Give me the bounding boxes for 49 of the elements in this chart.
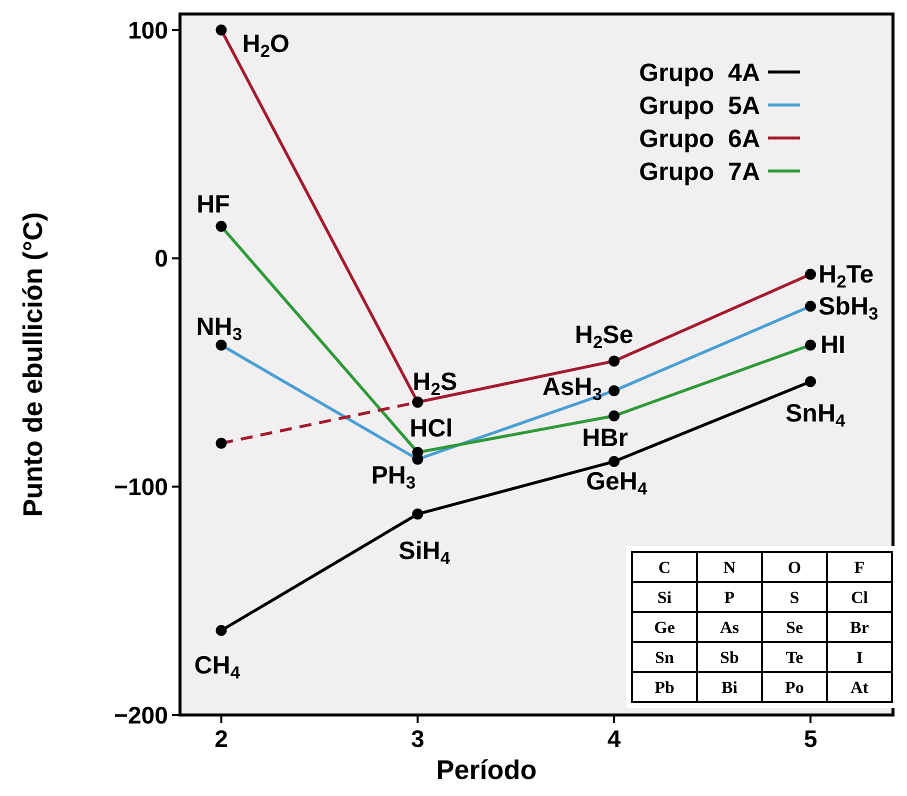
annotation: HCl [410, 414, 453, 442]
annotation: HI [820, 331, 846, 360]
annotation: P [724, 588, 735, 607]
x-tick-label: 3 [410, 726, 424, 753]
annotation: O [788, 558, 802, 577]
annotation: Si [657, 588, 672, 607]
annotation: Cl [851, 588, 868, 607]
annotation: Ge [654, 618, 676, 637]
annotation: H$_{2}$Te [818, 260, 874, 292]
annotation: H$_{2}$S [412, 368, 458, 400]
annotation: H$_{2}$Se [574, 321, 634, 352]
x-tick-label: 2 [214, 726, 228, 753]
annotation: At [850, 678, 869, 697]
x-tick-label: 4 [607, 726, 622, 753]
annotation: SnH$_{4}$ [786, 400, 846, 431]
annotation: Te [786, 648, 804, 667]
annotation: Sn [655, 648, 674, 667]
annotation: NH$_{3}$ [196, 313, 242, 344]
annotation: SiH$_{4}$ [398, 537, 450, 568]
annotation: Br [850, 618, 870, 637]
annotation: GeH$_{4}$ [586, 468, 648, 499]
annotation: N [723, 558, 736, 577]
annotation: HF [196, 190, 230, 218]
x-tick-label: 5 [804, 726, 818, 753]
legend-label: Grupo 6A [639, 124, 760, 153]
annotation: H$_{2}$O [242, 30, 290, 62]
legend-label: Grupo 5A [639, 92, 760, 120]
annotation: F [854, 558, 865, 577]
annotation: Sb [720, 648, 739, 667]
annotation: SbH$_{3}$ [818, 292, 879, 324]
annotation: Se [786, 618, 804, 637]
y-tick-label: −200 [114, 702, 168, 730]
annotation: HBr [582, 424, 628, 452]
annotation: C [658, 558, 671, 577]
annotation: Po [785, 678, 804, 697]
annotation: As [720, 618, 740, 637]
annotation: I [856, 648, 864, 667]
legend-label: Grupo 4A [639, 58, 760, 87]
y-tick-label: −100 [114, 474, 168, 502]
y-tick-label: 0 [154, 246, 168, 273]
y-tick-label: 100 [128, 17, 168, 44]
y-axis-title: Punto de ebullición (°C) [18, 212, 48, 517]
legend-label: Grupo 7A [639, 158, 760, 186]
annotation: PH$_{3}$ [371, 461, 416, 492]
annotation: S [790, 588, 800, 607]
annotation: CH$_{4}$ [194, 652, 240, 683]
annotation: Pb [654, 678, 674, 697]
x-axis-title: Período [436, 755, 537, 785]
annotation: Bi [721, 678, 738, 697]
